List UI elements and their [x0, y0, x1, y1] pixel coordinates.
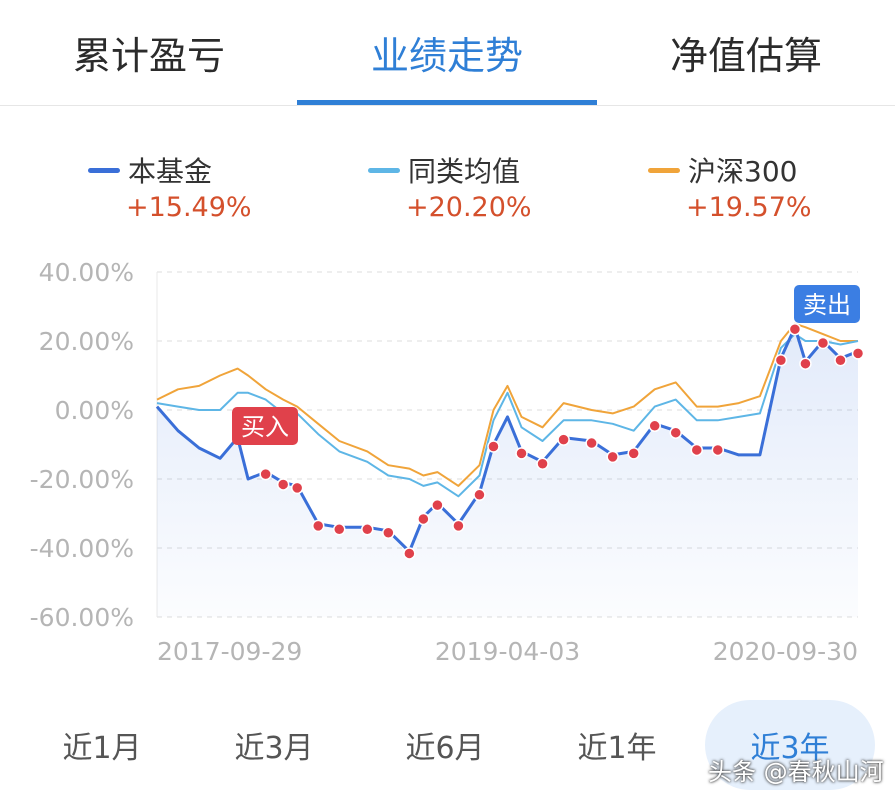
legend-value-fund: +15.49%: [126, 192, 252, 223]
performance-chart[interactable]: 40.00% 20.00% 0.00% -20.00% -40.00% -60.00% 2…: [0, 250, 895, 680]
y-axis-ticks: 40.00% 20.00% 0.00% -20.00% -40.00% -60.00%: [30, 258, 134, 632]
trade-dot: [690, 443, 704, 457]
tab-bar: 累计盈亏 业绩走势 净值估算: [0, 0, 895, 106]
trade-dot: [851, 347, 865, 360]
trade-dot: [487, 440, 500, 453]
trade-dot: [361, 523, 374, 536]
trade-dot: [403, 547, 416, 560]
trade-dot: [606, 450, 619, 464]
legend-name-fund: 本基金: [128, 155, 213, 188]
trade-dot: [648, 419, 661, 433]
legend-swatch-csi300: [648, 167, 680, 173]
buy-flag-label: 买入: [241, 413, 289, 441]
time-range-selector: 近1月 近3月 近6月 近1年 近3年: [0, 700, 895, 790]
trade-dot: [382, 526, 395, 539]
y-tick-label: -60.00%: [30, 603, 134, 632]
trade-dot: [452, 519, 465, 533]
fund-area-fill: [157, 327, 858, 617]
y-tick-label: -20.00%: [30, 465, 134, 494]
y-tick-label: 0.00%: [55, 396, 134, 425]
legend-swatch-category-average: [368, 167, 400, 173]
trade-dot: [473, 488, 486, 502]
trade-dot: [259, 467, 272, 481]
series-line-csi300: [156, 322, 858, 487]
tab-performance-trend[interactable]: 业绩走势: [370, 33, 523, 78]
tab-cumulative-profit[interactable]: 累计盈亏: [72, 33, 225, 78]
trade-dot: [557, 433, 570, 446]
trade-dot: [417, 512, 430, 526]
trade-dot: [816, 336, 830, 350]
trade-dot: [627, 447, 640, 460]
trade-dot: [311, 519, 325, 533]
legend-swatch-fund: [88, 167, 120, 173]
x-tick-label: 2019-04-03: [435, 637, 580, 666]
trade-dot: [290, 481, 304, 495]
series-line-category-average: [156, 333, 859, 498]
legend-value-category-average: +20.20%: [406, 192, 532, 223]
x-tick-label: 2020-09-30: [713, 637, 858, 666]
range-6-months[interactable]: 近6月: [405, 731, 485, 766]
buy-flag: [232, 407, 298, 445]
legend-item-csi300[interactable]: 沪深300 +19.57%: [648, 150, 812, 230]
trade-dot: [431, 498, 444, 512]
trade-dot: [515, 447, 528, 460]
legend-value-csi300: +19.57%: [686, 192, 812, 223]
legend-item-category-average[interactable]: 同类均值 +20.20%: [368, 150, 532, 230]
trade-dots: [259, 322, 865, 560]
active-range-pill: [705, 700, 875, 790]
legend-name-category-average: 同类均值: [408, 155, 521, 188]
trade-dot: [799, 357, 812, 370]
tab-nav-estimate[interactable]: 净值估算: [669, 33, 822, 78]
trade-dot: [788, 322, 802, 336]
trade-dot: [711, 443, 725, 457]
active-tab-indicator: [297, 100, 597, 105]
legend-item-fund[interactable]: 本基金 +15.49%: [88, 150, 252, 230]
y-tick-label: 20.00%: [39, 327, 134, 356]
legend-name-csi300: 沪深300: [688, 155, 798, 188]
trade-dot: [585, 436, 598, 450]
trade-dot: [774, 354, 788, 367]
x-tick-label: 2017-09-29: [157, 637, 302, 666]
range-1-year[interactable]: 近1年: [577, 731, 657, 766]
sell-flag: [794, 285, 860, 323]
trade-dot: [276, 478, 290, 491]
trade-dot: [536, 457, 549, 470]
trade-dot: [333, 523, 346, 536]
range-3-months[interactable]: 近3月: [234, 731, 314, 766]
trade-flags: 买入 卖出: [232, 285, 860, 445]
watermark-text: 头条 @春秋山河: [708, 758, 884, 786]
trade-dot: [669, 426, 682, 439]
y-tick-label: -40.00%: [30, 534, 134, 563]
sell-flag-label: 卖出: [803, 291, 851, 319]
x-axis-ticks: 2017-09-29 2019-04-03 2020-09-30: [157, 637, 858, 666]
y-tick-label: 40.00%: [39, 258, 134, 287]
range-3-years[interactable]: 近3年: [750, 731, 830, 766]
range-1-month[interactable]: 近1月: [62, 731, 142, 766]
trade-dot: [834, 354, 847, 367]
